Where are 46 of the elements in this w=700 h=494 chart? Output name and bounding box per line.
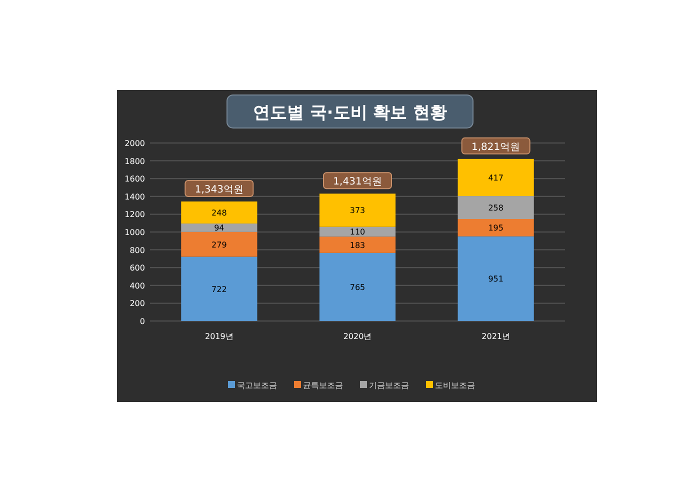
y-tick-label: 1000 [124,228,145,237]
legend-label: 국고보조금 [237,381,277,390]
data-label: 183 [350,240,366,250]
bar [181,256,258,321]
x-tick-label: 2019년 [204,332,234,341]
y-tick-label: 1200 [124,210,145,220]
x-tick-label: 2021년 [482,332,510,341]
data-label: 94 [214,224,224,233]
x-tick-label: 2020년 [343,332,372,341]
bar [319,226,396,237]
y-tick-label: 1800 [124,156,145,166]
data-label: 279 [212,240,227,250]
y-tick-label: 800 [130,246,145,255]
chart-title: 연도별 국·도비 확보 현황 [252,103,448,123]
legend-label: 도비보조금 [435,381,475,390]
total-label: 1,821억원 [472,142,520,153]
data-label: 248 [212,208,227,218]
data-label: 373 [350,206,366,216]
bar [458,236,534,321]
legend-label: 균특보조금 [303,381,343,390]
y-tick-label: 600 [130,264,145,273]
data-label: 951 [488,274,504,284]
total-label: 1,431억원 [333,176,382,188]
bar [458,196,534,220]
data-label: 258 [488,204,504,213]
y-tick-label: 2000 [124,139,145,148]
bar [181,224,258,232]
bar [319,194,396,227]
y-tick-label: 0 [140,317,145,326]
bar [458,219,534,236]
data-label: 110 [350,228,366,237]
total-label: 1,343억원 [194,184,244,196]
bar [319,252,396,321]
legend-label: 기금보조금 [369,381,409,390]
y-tick-label: 1600 [124,174,145,184]
bar [458,158,534,196]
y-tick-label: 1400 [124,192,145,202]
data-label: 765 [350,282,366,292]
bar [181,201,258,224]
bar [181,232,258,257]
data-label: 417 [488,173,504,182]
data-label: 722 [212,284,227,294]
y-tick-label: 200 [130,299,145,308]
bar [319,236,396,253]
data-label: 195 [488,224,504,233]
y-tick-label: 400 [130,281,145,290]
